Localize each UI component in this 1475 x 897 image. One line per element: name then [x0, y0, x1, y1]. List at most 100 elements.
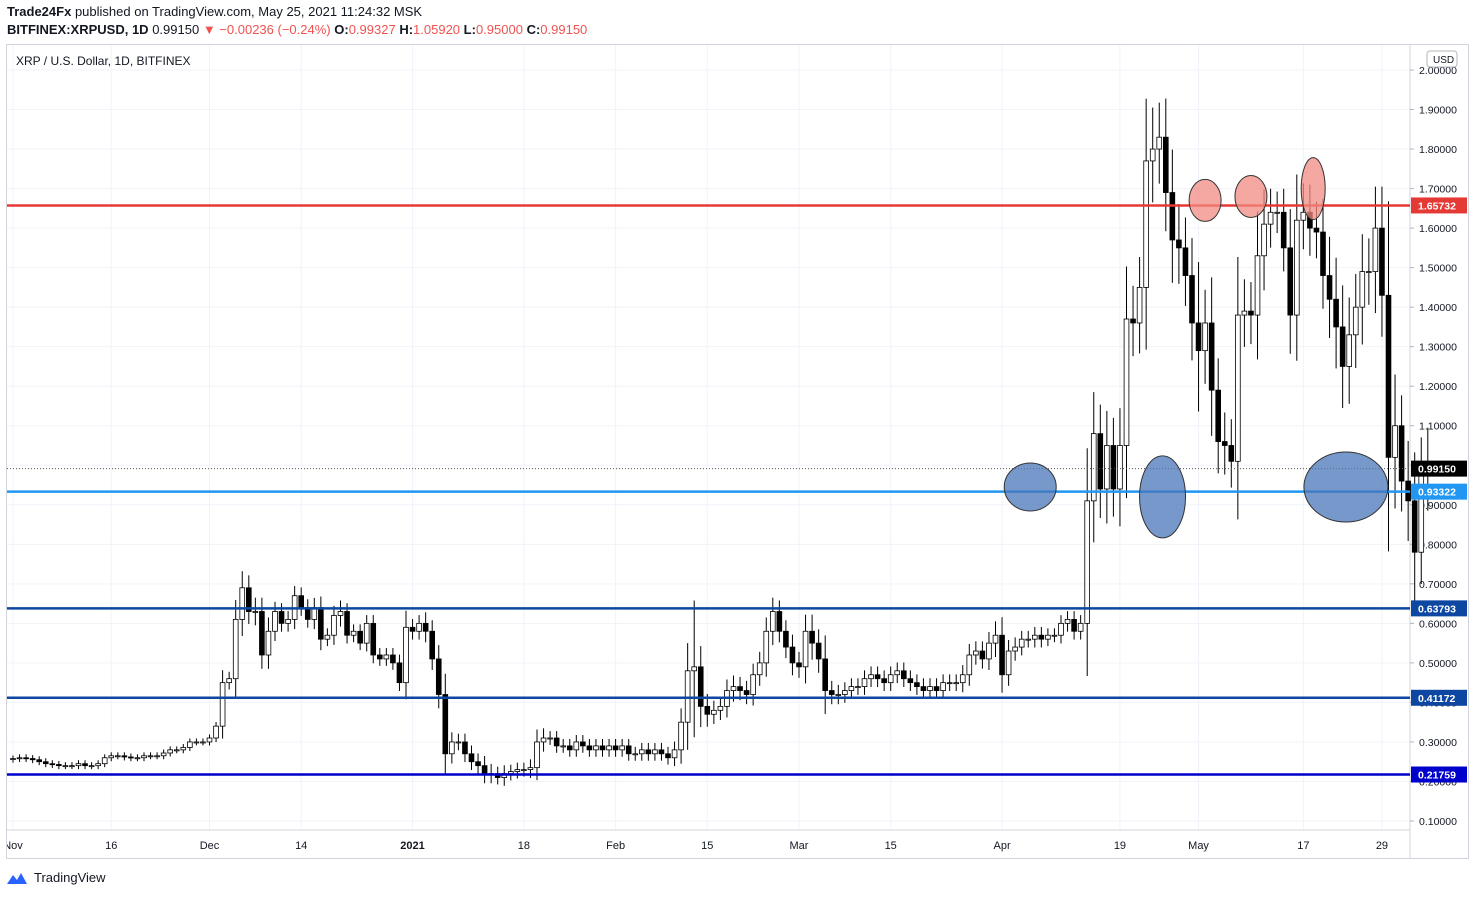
candle-down: [796, 662, 802, 668]
candle-up: [115, 755, 121, 758]
candle-down: [318, 607, 324, 640]
candle-down: [776, 611, 783, 632]
candle-up: [606, 745, 612, 751]
published-text: published on TradingView.com, May 25, 20…: [74, 4, 423, 19]
candle-up: [1012, 646, 1018, 652]
candle-down: [704, 705, 711, 715]
time-tick-label: 15: [701, 840, 713, 852]
candle-up: [717, 705, 724, 711]
candle-down: [1398, 425, 1405, 482]
candle-down: [1071, 619, 1077, 632]
candle-up: [835, 694, 842, 696]
candle-down: [56, 764, 62, 767]
candle-down: [789, 646, 796, 664]
candle-up: [953, 682, 959, 685]
candle-down: [128, 756, 134, 759]
candle-up: [383, 654, 390, 660]
resistance-zone-ellipse[interactable]: [1234, 174, 1268, 218]
price-tick-label: 1.80000: [1419, 144, 1457, 156]
time-tick-label: Nov: [7, 840, 23, 852]
resistance-zone-ellipse[interactable]: [1300, 157, 1326, 221]
candle-up: [1274, 211, 1280, 214]
candle-up: [632, 753, 639, 756]
candle-up: [671, 749, 678, 759]
level-price-badge: [1411, 483, 1467, 500]
candle-up: [1366, 271, 1372, 273]
candle-up: [966, 654, 973, 676]
price-tick-label: 0.80000: [1419, 539, 1457, 551]
candle-down: [612, 745, 619, 751]
currency-badge-label: USD: [1433, 55, 1454, 66]
candle-down: [475, 761, 481, 767]
candle-down: [49, 763, 56, 766]
candle-up: [861, 678, 868, 688]
candle-up: [691, 666, 697, 672]
price-change: ▼ −0.00236 (−0.24%): [202, 22, 331, 37]
candle-down: [815, 642, 822, 660]
candle-up: [285, 619, 291, 624]
level-price-label: 0.21759: [1418, 770, 1456, 782]
open-label: O:: [334, 22, 349, 37]
chart-frame[interactable]: 2.00000 1.90000 1.80000 1.70000 1.60000 1.500…: [6, 44, 1469, 859]
candle-up: [946, 682, 953, 685]
candle-down: [36, 759, 42, 763]
candle-up: [147, 755, 154, 758]
candle-up: [652, 749, 658, 755]
time-tick-label: 15: [885, 840, 897, 852]
candle-down: [1038, 634, 1045, 640]
candle-up: [973, 650, 979, 656]
candle-down: [1163, 136, 1169, 193]
price-tick-label: 0.60000: [1419, 618, 1457, 630]
footer: TradingView: [6, 870, 106, 885]
candle-down: [586, 745, 593, 751]
candle-down: [1097, 433, 1104, 490]
candle-up: [10, 758, 16, 760]
support-zone-ellipse[interactable]: [1003, 462, 1057, 512]
candle-up: [219, 682, 226, 727]
candle-up: [455, 741, 462, 744]
candle-up: [927, 686, 933, 691]
candle-up: [187, 741, 193, 748]
support-zone-ellipse[interactable]: [1139, 455, 1187, 539]
candle-down: [1379, 227, 1385, 296]
candle-down: [396, 662, 403, 684]
time-tick-label: Dec: [200, 840, 220, 852]
candle-up: [842, 690, 848, 695]
candle-up: [134, 757, 141, 760]
candle-down: [599, 745, 606, 751]
candle-down: [828, 690, 835, 695]
candle-down: [429, 630, 435, 660]
candle-up: [449, 741, 455, 755]
candle-down: [376, 654, 383, 660]
candle-up: [1025, 638, 1032, 641]
candle-down: [357, 630, 363, 644]
candle-up: [272, 611, 278, 632]
candle-up: [1392, 425, 1398, 458]
tradingview-brand[interactable]: TradingView: [34, 870, 106, 885]
price-chart[interactable]: 2.00000 1.90000 1.80000 1.70000 1.60000 1.500…: [7, 45, 1468, 858]
candle-down: [1221, 441, 1228, 446]
currency-badge[interactable]: [1426, 50, 1458, 68]
price-tick-label: 0.90000: [1419, 500, 1457, 512]
candle-up: [619, 745, 625, 751]
candle-down: [278, 611, 285, 624]
candle-down: [1313, 227, 1320, 233]
candle-down: [121, 755, 128, 758]
support-zone-ellipse[interactable]: [1303, 451, 1389, 523]
price-tick-label: 1.40000: [1419, 302, 1457, 314]
candle-up: [167, 749, 174, 754]
resistance-zone-ellipse[interactable]: [1188, 178, 1222, 222]
candle-up: [1359, 271, 1366, 308]
candle-up: [1032, 634, 1038, 640]
time-tick-label: Mar: [790, 840, 809, 852]
candle-up: [573, 741, 580, 751]
high-label: H:: [399, 22, 414, 37]
candle-down: [245, 587, 252, 612]
candle-up: [154, 755, 160, 758]
tradingview-logo-icon[interactable]: [6, 871, 28, 885]
candle-up: [69, 765, 75, 768]
candle-up: [534, 741, 540, 769]
publisher-name[interactable]: Trade24Fx: [7, 4, 72, 19]
candle-up: [986, 642, 992, 660]
candle-up: [547, 737, 553, 740]
